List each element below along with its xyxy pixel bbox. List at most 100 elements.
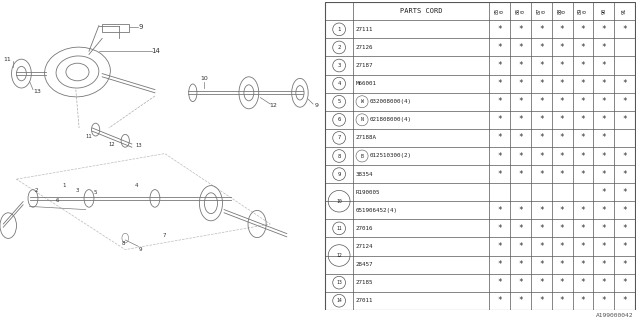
Text: *: * xyxy=(602,79,606,88)
Text: *: * xyxy=(497,79,502,88)
Text: *: * xyxy=(518,133,523,142)
Text: *: * xyxy=(497,151,502,161)
Text: *: * xyxy=(602,278,606,287)
Text: *: * xyxy=(580,260,585,269)
Text: *: * xyxy=(622,25,627,34)
Text: R190005: R190005 xyxy=(356,190,381,195)
Text: 9: 9 xyxy=(138,24,143,30)
Text: *: * xyxy=(622,296,627,305)
Text: *: * xyxy=(602,206,606,215)
Text: *: * xyxy=(602,170,606,179)
Text: 9: 9 xyxy=(138,247,142,252)
Text: *: * xyxy=(518,206,523,215)
Text: *: * xyxy=(518,25,523,34)
Text: *: * xyxy=(539,296,543,305)
Text: *: * xyxy=(622,170,627,179)
Text: 8: 8 xyxy=(122,241,125,246)
Text: 10: 10 xyxy=(336,199,342,204)
Text: *: * xyxy=(602,224,606,233)
Text: *: * xyxy=(518,296,523,305)
Text: *: * xyxy=(560,242,564,251)
Text: *: * xyxy=(518,224,523,233)
Text: *: * xyxy=(622,115,627,124)
Text: *: * xyxy=(602,97,606,106)
Text: 1: 1 xyxy=(337,27,340,32)
Text: *: * xyxy=(622,224,627,233)
Text: *: * xyxy=(622,206,627,215)
Text: *: * xyxy=(622,97,627,106)
Text: *: * xyxy=(580,43,585,52)
Text: 13: 13 xyxy=(135,143,142,148)
Text: *: * xyxy=(497,133,502,142)
Text: 27126: 27126 xyxy=(356,45,374,50)
Text: *: * xyxy=(602,61,606,70)
Text: *: * xyxy=(518,242,523,251)
Text: *: * xyxy=(580,133,585,142)
Text: *: * xyxy=(560,61,564,70)
Text: 1: 1 xyxy=(63,183,66,188)
Text: 2: 2 xyxy=(337,45,340,50)
Text: 90: 90 xyxy=(601,8,606,14)
Text: *: * xyxy=(518,170,523,179)
Text: *: * xyxy=(539,43,543,52)
Text: *: * xyxy=(539,25,543,34)
Text: 13: 13 xyxy=(33,89,41,94)
Text: 86
0: 86 0 xyxy=(516,8,525,14)
Text: *: * xyxy=(560,79,564,88)
Text: 4: 4 xyxy=(135,183,138,188)
Text: *: * xyxy=(560,170,564,179)
Text: 38354: 38354 xyxy=(356,172,374,177)
Text: *: * xyxy=(560,97,564,106)
Text: 9: 9 xyxy=(337,172,340,177)
Text: *: * xyxy=(602,188,606,197)
Text: *: * xyxy=(539,115,543,124)
Text: *: * xyxy=(539,97,543,106)
Text: 27124: 27124 xyxy=(356,244,374,249)
Text: *: * xyxy=(518,115,523,124)
Text: *: * xyxy=(518,151,523,161)
Text: 87
0: 87 0 xyxy=(536,8,546,14)
Text: *: * xyxy=(602,43,606,52)
Text: *: * xyxy=(560,260,564,269)
Text: *: * xyxy=(622,188,627,197)
Text: *: * xyxy=(622,151,627,161)
Text: *: * xyxy=(539,133,543,142)
Text: 032008000(4): 032008000(4) xyxy=(369,99,412,104)
Text: 13: 13 xyxy=(336,280,342,285)
Text: *: * xyxy=(497,242,502,251)
Text: *: * xyxy=(497,278,502,287)
Text: 27011: 27011 xyxy=(356,298,374,303)
Text: *: * xyxy=(560,43,564,52)
Text: *: * xyxy=(580,278,585,287)
Text: 11: 11 xyxy=(86,133,92,139)
Text: *: * xyxy=(560,115,564,124)
Text: 2: 2 xyxy=(35,188,38,193)
Text: M66001: M66001 xyxy=(356,81,377,86)
Text: *: * xyxy=(497,97,502,106)
Text: *: * xyxy=(539,61,543,70)
Text: *: * xyxy=(602,151,606,161)
Text: *: * xyxy=(622,278,627,287)
Text: *: * xyxy=(518,61,523,70)
Text: 10: 10 xyxy=(200,76,208,81)
Text: 051906452(4): 051906452(4) xyxy=(356,208,398,213)
Text: 85
0: 85 0 xyxy=(495,8,504,14)
Text: *: * xyxy=(539,79,543,88)
Text: *: * xyxy=(580,115,585,124)
Text: 14: 14 xyxy=(152,48,161,54)
Text: 021808000(4): 021808000(4) xyxy=(369,117,412,122)
Text: 89
0: 89 0 xyxy=(578,8,588,14)
Text: *: * xyxy=(497,61,502,70)
Text: B: B xyxy=(360,154,364,158)
Text: 12: 12 xyxy=(269,103,278,108)
Text: *: * xyxy=(497,224,502,233)
Text: *: * xyxy=(560,278,564,287)
Text: *: * xyxy=(622,79,627,88)
Text: 27188A: 27188A xyxy=(356,135,377,140)
Text: *: * xyxy=(497,296,502,305)
Text: *: * xyxy=(580,25,585,34)
Text: *: * xyxy=(580,170,585,179)
Text: *: * xyxy=(560,224,564,233)
Text: *: * xyxy=(560,133,564,142)
Text: *: * xyxy=(539,151,543,161)
